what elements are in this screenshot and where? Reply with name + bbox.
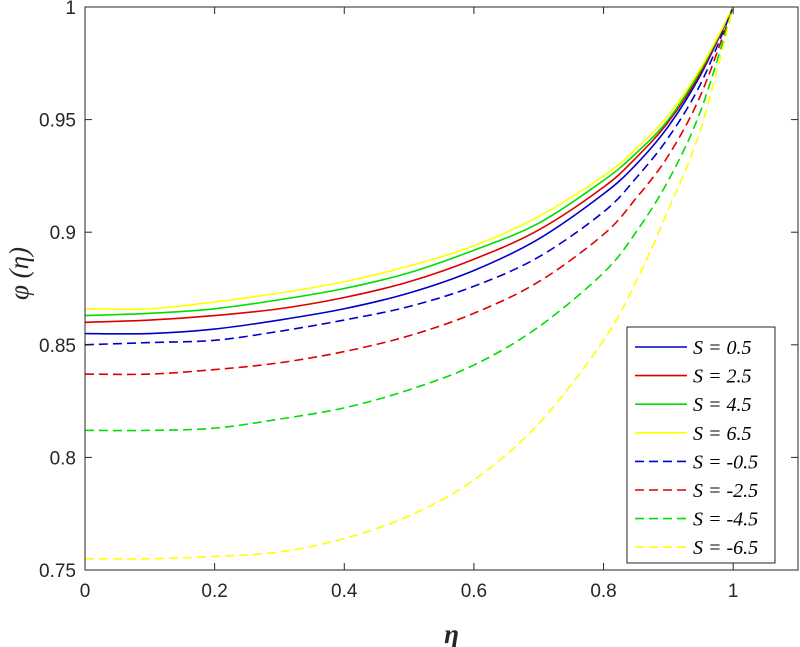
y-tick-label: 0.85 bbox=[39, 336, 76, 357]
x-tick-label: 1 bbox=[728, 581, 739, 602]
x-tick-label: 0.6 bbox=[461, 581, 487, 602]
series-line-6 bbox=[84, 6, 734, 432]
y-tick-label: 0.75 bbox=[39, 561, 76, 582]
series-line-3 bbox=[84, 6, 734, 311]
y-tick-label: 0.95 bbox=[39, 111, 76, 132]
x-tick-label: 0.2 bbox=[201, 581, 227, 602]
legend-label-4: S = -0.5 bbox=[693, 451, 758, 473]
axes-layer: 0 0.2 0.4 0.6 0.8 1 0.75 0.8 0.85 0.9 0.95 1 bbox=[39, 0, 799, 602]
y-tick-label: 0.8 bbox=[50, 448, 76, 469]
series-line-1 bbox=[84, 6, 734, 324]
series-line-2 bbox=[84, 6, 734, 317]
y-tick-label: 1 bbox=[65, 0, 76, 19]
series-line-5 bbox=[84, 6, 734, 376]
legend-label-6: S = -4.5 bbox=[693, 509, 758, 531]
series-line-0 bbox=[84, 6, 734, 335]
legend-label-2: S = 4.5 bbox=[693, 394, 752, 416]
series-line-4 bbox=[84, 6, 734, 346]
axes-box bbox=[84, 6, 799, 571]
legend-label-1: S = 2.5 bbox=[693, 366, 752, 388]
legend: S = 0.5 S = 2.5 S = 4.5 S = 6.5 S = -0.5 S = … bbox=[626, 326, 776, 564]
series-line-7 bbox=[84, 6, 734, 560]
x-tick-label: 0.4 bbox=[331, 581, 358, 602]
y-axis-label: φ (η) bbox=[4, 247, 34, 300]
legend-label-0: S = 0.5 bbox=[693, 337, 752, 359]
x-tick-label: 0.8 bbox=[590, 581, 616, 602]
legend-label-5: S = -2.5 bbox=[693, 480, 758, 502]
x-tick-label: 0 bbox=[80, 581, 91, 602]
legend-label-7: S = -6.5 bbox=[693, 537, 758, 559]
y-tick-label: 0.9 bbox=[50, 223, 76, 244]
series-layer bbox=[84, 6, 734, 560]
legend-box bbox=[626, 326, 776, 564]
x-axis-label: η bbox=[444, 619, 459, 647]
legend-label-3: S = 6.5 bbox=[693, 423, 752, 445]
